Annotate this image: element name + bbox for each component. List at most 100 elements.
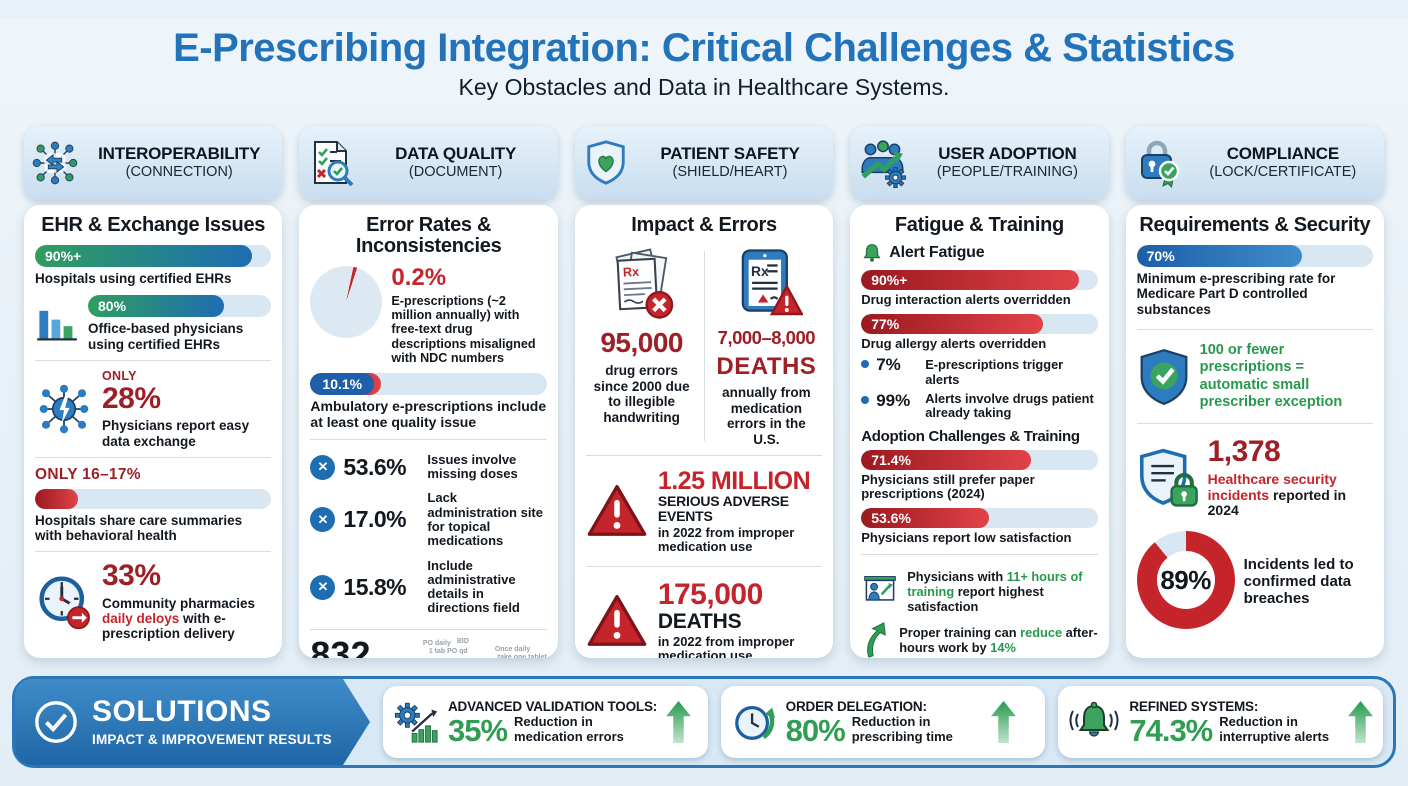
exchange-label: Physicians report easy data exchange — [102, 418, 250, 449]
office-bar-label: Office-based physicians using certified … — [88, 321, 244, 352]
incidents-row: 1,378 Healthcare security incidents repo… — [1137, 436, 1373, 519]
solutions-banner: SOLUTIONS IMPACT & IMPROVEMENT RESULTS — [15, 679, 370, 765]
handwriting-caption: drug errors since 2000 due to illegible … — [593, 363, 690, 425]
warning-triangle-icon — [587, 485, 647, 537]
solution-card-refined: REFINED SYSTEMS: 74.3% Reduction in inte… — [1058, 686, 1384, 758]
issue-2-text: Lack administration site for topical med… — [427, 490, 543, 549]
divider — [35, 551, 272, 553]
medicare-bar: 70% — [1136, 245, 1374, 267]
summaries-stat: ONLY 16–17% Hospitals share care summari… — [35, 465, 272, 544]
alert-fatigue-heading: Alert Fatigue — [861, 242, 1097, 264]
section-title-errors: Error Rates & Inconsistencies — [355, 214, 502, 257]
validation-desc: Reduction in medication errors — [514, 714, 624, 744]
shield-check-icon — [1140, 348, 1188, 405]
breaches-donut-chart: 89% — [1136, 531, 1235, 630]
issue-2-value: 17.0% — [343, 506, 407, 533]
user-adoption-title: USER ADOPTION (PEOPLE/TRAINING) — [936, 143, 1078, 181]
pharmacy-stat: 33% Community pharmacies daily deloys wi… — [102, 560, 271, 641]
summaries-bar-fill — [35, 488, 78, 509]
compliance-title: COMPLIANCE (LOCK/CERTIFICATE) — [1209, 143, 1357, 181]
check-circle-icon — [35, 701, 77, 743]
infographic-canvas: E-Prescribing Integration: Critical Chal… — [0, 18, 1408, 786]
issue-row-3: ✕ 15.8% Include administrative details i… — [310, 557, 546, 616]
column-user-adoption: USER ADOPTION (PEOPLE/TRAINING) Fatigue … — [850, 126, 1109, 658]
training-row-1: Physicians with 11+ hours of training re… — [861, 569, 1097, 614]
prescription-papers-icon: Rx — [614, 248, 673, 319]
delegation-value: 80% — [785, 712, 846, 748]
patient-safety-header: PATIENT SAFETY (SHIELD/HEART) — [574, 126, 834, 200]
issue-3-text: Include administrative details in direct… — [427, 557, 520, 616]
pharmacy-value: 33% — [102, 559, 161, 593]
divider — [1136, 328, 1374, 330]
satisfaction-bar: 53.6% — [861, 508, 1098, 529]
incidents-red-text: Healthcare security incidents — [1207, 470, 1337, 503]
ndc-stat: 0.2% E-prescriptions (~2 million annuall… — [391, 266, 546, 365]
bullet-row-1: 7% E-prescriptions trigger alerts — [861, 356, 1097, 387]
ways-stat: 832 different ways to write “Take 1 tabl… — [310, 636, 413, 658]
interaction-bar: 90%+ — [861, 270, 1098, 290]
breaches-row: 89% Incidents led to confirmed data brea… — [1136, 531, 1373, 630]
pie-chart-02pct — [310, 266, 383, 338]
deaths-2022-row: 175,000 DEATHS in 2022 from improper med… — [586, 579, 822, 658]
vertical-divider — [703, 251, 705, 442]
network-icon — [32, 141, 78, 185]
exchange-stat: ONLY 28% Physicians report easy data exc… — [102, 369, 271, 449]
satisfaction-bar-fill: 53.6% — [861, 508, 989, 529]
banner-arrow-tip — [343, 679, 370, 765]
solutions-subtitle: IMPACT & IMPROVEMENT RESULTS — [92, 732, 332, 747]
bullet-2-value: 99% — [876, 391, 911, 411]
medicare-label: Minimum e-prescribing rate for Medicare … — [1136, 271, 1336, 317]
issue-1-text: Issues involve missing doses — [427, 451, 518, 482]
data-quality-header: DATA QUALITY (DOCUMENT) — [299, 126, 558, 200]
exchange-value: 28% — [102, 381, 161, 415]
satisfaction-bar-label: Physicians report low satisfaction — [861, 530, 1072, 546]
solution-card-validation: ADVANCED VALIDATION TOOLS: 35% Reduction… — [383, 686, 708, 758]
svg-text:Rx: Rx — [622, 264, 639, 280]
summaries-title: ONLY 16–17% — [35, 465, 141, 483]
bullet-2-text: Alerts involve drugs patient already tak… — [925, 391, 1094, 421]
adverse-row: 1.25 MILLION SERIOUS ADVERSE EVENTS in 2… — [586, 468, 822, 554]
columns: INTEROPERABILITY (CONNECTION) EHR & Exch… — [24, 126, 1385, 658]
column-patient-safety: PATIENT SAFETY (SHIELD/HEART) Impact & E… — [574, 126, 834, 658]
section-title-impact: Impact & Errors — [631, 214, 777, 236]
compliance-header: COMPLIANCE (LOCK/CERTIFICATE) — [1125, 126, 1385, 200]
ehr-bar: 90%+ — [35, 245, 272, 267]
issue-row-1: ✕ 53.6% Issues involve missing doses — [310, 451, 546, 482]
ambulatory-chip: 10.1% — [310, 373, 375, 396]
shield-lock-icon — [1139, 448, 1198, 507]
section-title-ehr: EHR & Exchange Issues — [41, 214, 266, 236]
divider — [1136, 423, 1374, 425]
delegation-desc: Reduction in prescribing time — [851, 714, 953, 744]
patient-safety-body: Impact & Errors Rx 95,000 — [574, 205, 834, 658]
solution-card-delegation: ORDER DELEGATION: 80% Reduction in presc… — [720, 686, 1046, 758]
section-title-fatigue: Fatigue & Training — [894, 214, 1064, 236]
adverse-caption: in 2022 from improper medication use — [657, 524, 795, 554]
growth-arrow-icon — [867, 622, 887, 658]
incidents-value: 1,378 — [1207, 435, 1281, 469]
adverse-word: SERIOUS ADVERSE EVENTS — [657, 493, 789, 524]
issue-1-value: 53.6% — [343, 453, 407, 480]
x-circle-icon: ✕ — [310, 454, 336, 480]
issue-row-2: ✕ 17.0% Lack administration site for top… — [310, 491, 546, 548]
ehr-bar-fill: 90%+ — [35, 245, 253, 267]
ndc-row: 0.2% E-prescriptions (~2 million annuall… — [310, 266, 546, 365]
column-data-quality: DATA QUALITY (DOCUMENT) Error Rates & In… — [299, 126, 558, 658]
deaths-2022-value: 175,000 — [657, 578, 763, 612]
issue-3-value: 15.8% — [343, 573, 407, 600]
refined-desc: Reduction in interruptive alerts — [1219, 714, 1330, 744]
refined-card-text: REFINED SYSTEMS: 74.3% Reduction in inte… — [1129, 699, 1339, 746]
bell-ring-icon — [1069, 701, 1119, 737]
people-training-icon — [861, 140, 907, 188]
bullet-row-2: 99% Alerts involve drugs patient already… — [861, 391, 1097, 421]
deaths-cell: Rx 7,000–8,000 DEATHS annually from medi… — [711, 245, 823, 447]
impact-duo: Rx 95,000 drug errors since 2000 due to … — [586, 245, 822, 447]
page-subtitle: Key Obstacles and Data in Healthcare Sys… — [458, 74, 950, 100]
ambulatory-label: Ambulatory e-prescriptions include at le… — [310, 398, 547, 430]
paper-bar-label: Physicians still prefer paper prescripti… — [861, 471, 1035, 502]
divider — [35, 456, 272, 458]
up-arrow-icon — [990, 701, 1016, 743]
bullet-dot — [861, 396, 870, 405]
deaths-range-value: 7,000–8,000 — [717, 327, 816, 348]
divider — [310, 628, 547, 630]
exception-text: 100 or fewer prescriptions = automatic s… — [1199, 341, 1343, 410]
